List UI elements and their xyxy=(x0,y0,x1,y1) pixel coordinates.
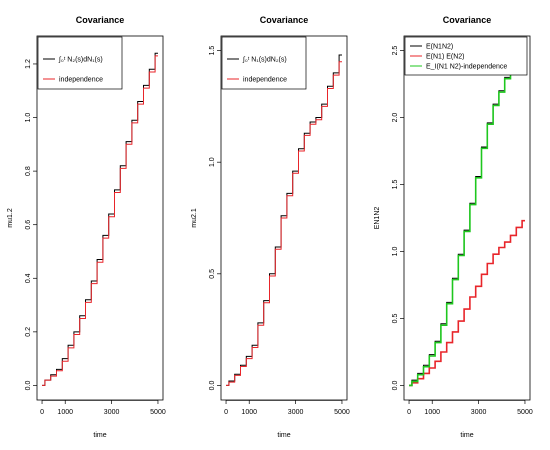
legend-label: E(N1) E(N2) xyxy=(426,54,465,61)
y-tick-label: 0.5 xyxy=(209,269,216,279)
series-line-2 xyxy=(409,47,520,387)
legend-box xyxy=(404,36,528,76)
x-tick-label: 1000 xyxy=(241,409,257,416)
x-tick-label: 3000 xyxy=(104,409,120,416)
legend-label: ∫₀ᵗ N₁(s)dN₂(s) xyxy=(242,57,287,64)
series-line-1 xyxy=(226,61,342,386)
y-tick-label: 1.0 xyxy=(209,157,216,167)
y-tick-label: 0.5 xyxy=(392,313,399,323)
legend-label: E_I(N1 N2)-independence xyxy=(426,64,507,71)
x-tick-label: 3000 xyxy=(471,409,487,416)
x-axis-label: time xyxy=(277,432,290,439)
y-tick-label: 1.0 xyxy=(25,113,32,123)
x-tick-label: 0 xyxy=(407,409,411,416)
y-tick-label: 0.0 xyxy=(392,380,399,390)
plot-frame xyxy=(36,35,164,401)
y-tick-label: 0.4 xyxy=(25,273,32,283)
chart-title: Covariance xyxy=(76,15,125,25)
legend-box xyxy=(37,36,123,90)
x-tick-label: 0 xyxy=(40,409,44,416)
series-line-0 xyxy=(409,46,520,386)
chart-title: Covariance xyxy=(443,15,492,25)
y-tick-label: 0.0 xyxy=(25,380,32,390)
y-axis-label: mu2.1 xyxy=(191,208,198,228)
y-tick-label: 2.0 xyxy=(392,113,399,123)
y-tick-label: 2.5 xyxy=(392,46,399,56)
y-tick-label: 0.8 xyxy=(25,166,32,176)
series-line-0 xyxy=(226,54,342,386)
y-tick-label: 1.2 xyxy=(25,59,32,69)
legend-label: ∫₀ᵗ N₂(s)dN₁(s) xyxy=(58,57,103,64)
legend-box xyxy=(221,36,307,90)
plot-frame xyxy=(403,35,531,401)
y-tick-label: 0.2 xyxy=(25,327,32,337)
y-tick-label: 1.5 xyxy=(209,46,216,56)
y-tick-label: 1.0 xyxy=(392,247,399,257)
y-tick-label: 0.0 xyxy=(209,380,216,390)
legend-label: independence xyxy=(59,77,103,84)
x-tick-label: 5000 xyxy=(334,409,350,416)
y-axis-label: mu1.2 xyxy=(7,208,14,228)
plot-frame xyxy=(220,35,348,401)
x-tick-label: 0 xyxy=(224,409,228,416)
x-tick-label: 1000 xyxy=(424,409,440,416)
series-line-1 xyxy=(42,55,158,386)
legend-label: independence xyxy=(243,77,287,84)
chart-title: Covariance xyxy=(260,15,309,25)
x-tick-label: 1000 xyxy=(57,409,73,416)
x-tick-label: 5000 xyxy=(517,409,533,416)
y-tick-label: 0.6 xyxy=(25,220,32,230)
series-line-1 xyxy=(409,219,525,387)
series-line-0 xyxy=(42,52,158,386)
x-tick-label: 5000 xyxy=(150,409,166,416)
x-axis-label: time xyxy=(93,432,106,439)
x-axis-label: time xyxy=(460,432,473,439)
y-axis-label: EN1N2 xyxy=(374,207,381,230)
y-tick-label: 1.5 xyxy=(392,180,399,190)
legend-label: E(N1N2) xyxy=(426,44,453,51)
x-tick-label: 3000 xyxy=(288,409,304,416)
